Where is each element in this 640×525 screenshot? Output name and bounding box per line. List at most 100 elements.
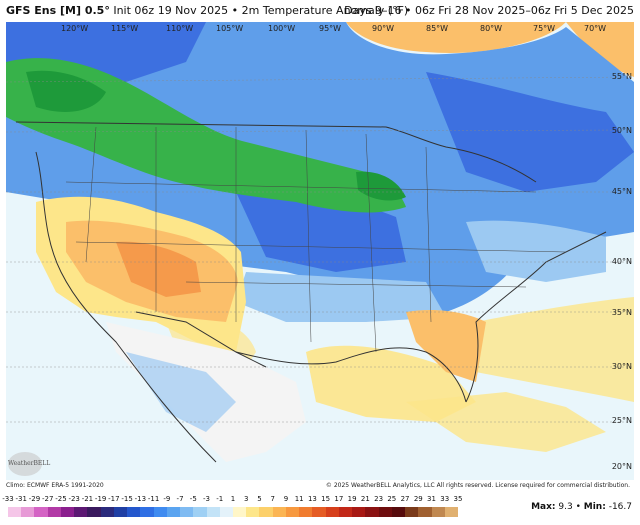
colorbar-swatch: [21, 507, 35, 517]
colorbar-tick: 29: [413, 495, 423, 503]
colorbar-swatch: [272, 507, 286, 517]
colorbar-tick: 5: [257, 495, 262, 503]
colorbar-tick: 15: [321, 495, 331, 503]
colorbar-swatch: [431, 507, 445, 517]
colorbar-swatch: [140, 507, 154, 517]
colorbar-tick: 21: [360, 495, 370, 503]
lon-label-80w: 80°W: [480, 24, 503, 33]
colorbar-tick: -1: [216, 495, 224, 503]
cool-region-south-central: [236, 272, 446, 322]
colorbar-tick: -31: [15, 495, 27, 503]
hudson-warm-anomaly: [346, 22, 566, 53]
lon-label-100w: 100°W: [268, 24, 296, 33]
mexico-cool-patch: [126, 352, 236, 432]
us-mexico-border: [135, 311, 267, 368]
min-value: -16.7: [608, 502, 632, 512]
colorbar-swatch: [405, 507, 419, 517]
lon-label-110w: 110°W: [166, 24, 194, 33]
colorbar-tick: 35: [453, 495, 463, 503]
colorbar-swatch: [325, 507, 339, 517]
lat-label-40n: 40°N: [611, 257, 632, 266]
lat-label-20n: 20°N: [611, 462, 632, 471]
colorbar-tick: -9: [163, 495, 171, 503]
colorbar-tick: -15: [121, 495, 133, 503]
very-cold-northern-plains: [6, 58, 406, 213]
climo-source: Climo: ECMWF ERA-5 1991-2020: [6, 482, 104, 489]
header: GFS Ens [M] 0.5° Init 06z 19 Nov 2025 • …: [0, 0, 640, 22]
lon-label-85w: 85°W: [426, 24, 449, 33]
max-value: 9.3: [558, 502, 573, 512]
max-min-readout: Max: 9.3 • Min: -16.7: [531, 502, 632, 512]
colorbar-swatch: [378, 507, 392, 517]
colorbar-swatch: [444, 507, 458, 517]
very-cold-alberta: [26, 70, 106, 112]
colorbar-swatch: [418, 507, 432, 517]
lon-label-120w: 120°W: [61, 24, 89, 33]
min-label: Min:: [583, 502, 606, 512]
map-title: GFS Ens [M] 0.5° Init 06z 19 Nov 2025 • …: [6, 4, 409, 17]
max-label: Max:: [531, 502, 556, 512]
colorbar-tick: -21: [81, 495, 94, 503]
colorbar-swatch: [113, 507, 128, 517]
colorbar-swatch: [338, 507, 353, 517]
colorbar-tick: 33: [440, 495, 450, 503]
colorbar-swatch: [391, 507, 406, 517]
warm-region-southeast: [406, 310, 486, 382]
lat-label-55n: 55°N: [611, 72, 632, 81]
lat-label-50n: 50°N: [611, 126, 632, 135]
colorbar-swatch: [193, 507, 207, 517]
colorbar-tick: -13: [134, 495, 147, 503]
colorbar: [8, 507, 458, 517]
colorbar-swatch: [127, 507, 141, 517]
colorbar-swatch: [74, 507, 88, 517]
colorbar-tick: 17: [334, 495, 344, 503]
cold-region-ontario: [426, 72, 634, 192]
lat-label-35n: 35°N: [611, 308, 632, 317]
lon-label-115w: 115°W: [111, 24, 139, 33]
colorbar-swatch: [47, 507, 61, 517]
colorbar-swatch: [87, 507, 101, 517]
colorbar-swatch: [60, 507, 75, 517]
colorbar-swatch: [100, 507, 114, 517]
colorbar-tick: 19: [347, 495, 357, 503]
colorbar-tick: -23: [68, 495, 80, 503]
atlantic-warm-anomaly: [476, 297, 634, 402]
model-name: GFS Ens [M] 0.5°: [6, 4, 110, 17]
colorbar-swatch: [232, 507, 247, 517]
labrador-warm-anomaly: [566, 22, 634, 77]
colorbar-tick: 1: [230, 495, 236, 503]
colorbar-tick: 9: [283, 495, 289, 503]
lat-label-25n: 25°N: [611, 416, 632, 425]
lon-label-90w: 90°W: [372, 24, 395, 33]
warm-region-utah: [116, 241, 201, 297]
colorbar-tick: -11: [147, 495, 160, 503]
lat-label-30n: 30°N: [611, 362, 632, 371]
colorbar-tick: -29: [28, 495, 41, 503]
colorbar-tick-labels: -33 -31 -29 -27 -25 -23 -21 -19 -17 -15 -13 -11 -9 -7…: [2, 495, 462, 505]
state-lines: [65, 126, 567, 353]
colorbar-tick: 27: [400, 495, 410, 503]
lat-label-45n: 45°N: [611, 187, 632, 196]
lon-label-75w: 75°W: [533, 24, 556, 33]
us-canada-border: [15, 121, 537, 183]
lon-label-70w: 70°W: [584, 24, 607, 33]
colorbar-swatch: [299, 507, 313, 517]
copyright-notice: © 2025 WeatherBELL Analytics, LLC All ri…: [325, 482, 630, 489]
valid-period: Days 9–16 • 06z Fri 28 Nov 2025–06z Fri …: [344, 4, 634, 17]
colorbar-tick: -27: [41, 495, 54, 503]
colorbar-swatch: [206, 507, 220, 517]
colorbar-swatch: [352, 507, 366, 517]
colorbar-tick: 7: [270, 495, 275, 503]
colorbar-swatch: [180, 507, 194, 517]
colorbar-swatch: [219, 507, 233, 517]
colorbar-swatch: [312, 507, 326, 517]
colorbar-tick: -17: [108, 495, 120, 503]
colorbar-tick: 25: [387, 495, 397, 503]
colorbar-tick: 13: [307, 495, 317, 503]
colorbar-swatch: [259, 507, 273, 517]
colorbar-swatch: [166, 507, 181, 517]
colorbar-tick: -5: [189, 495, 197, 503]
colorbar-tick: 3: [244, 495, 249, 503]
colorbar-tick: -25: [55, 495, 67, 503]
weatherbell-logo: WeatherBELL: [8, 452, 50, 476]
